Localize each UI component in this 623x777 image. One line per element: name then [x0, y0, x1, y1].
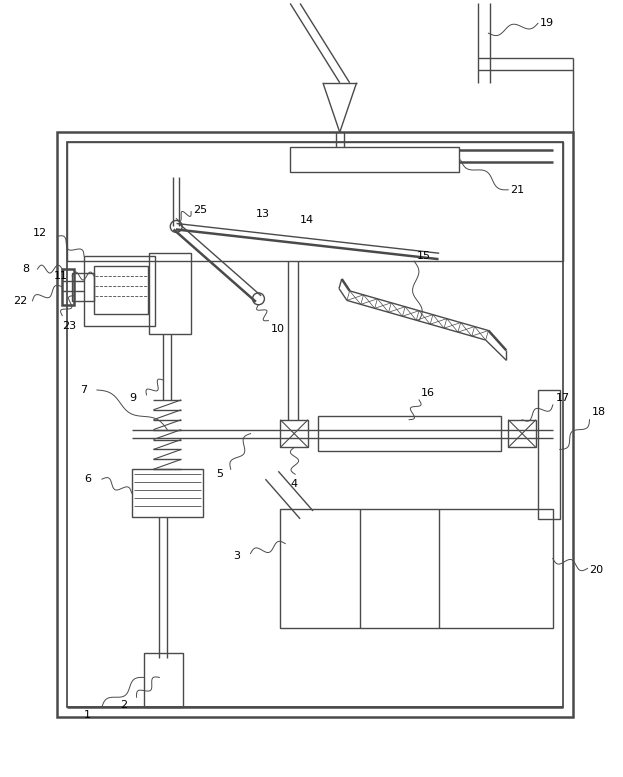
- Text: 11: 11: [54, 271, 69, 281]
- Bar: [280, 509, 553, 628]
- Bar: [280, 420, 308, 448]
- Text: 21: 21: [510, 185, 525, 195]
- Text: 15: 15: [417, 251, 431, 261]
- Text: 2: 2: [120, 700, 127, 710]
- Text: 23: 23: [62, 321, 77, 330]
- Bar: [318, 416, 502, 451]
- Text: 18: 18: [591, 407, 606, 416]
- Text: 1: 1: [84, 710, 91, 720]
- Text: 6: 6: [84, 474, 91, 484]
- Bar: [84, 256, 155, 326]
- Bar: [62, 269, 74, 305]
- Text: 14: 14: [300, 214, 314, 225]
- Bar: [150, 253, 191, 334]
- Text: 22: 22: [12, 296, 27, 306]
- Text: 10: 10: [270, 323, 284, 333]
- Circle shape: [252, 293, 264, 305]
- Text: 13: 13: [255, 208, 270, 218]
- Bar: [143, 653, 183, 707]
- Text: 12: 12: [32, 228, 47, 239]
- Text: 5: 5: [216, 469, 223, 479]
- Text: 8: 8: [22, 264, 30, 274]
- Text: 25: 25: [193, 204, 207, 214]
- Text: 19: 19: [540, 19, 554, 28]
- Bar: [57, 132, 573, 717]
- Bar: [538, 390, 560, 519]
- Text: 3: 3: [233, 552, 240, 562]
- Text: 17: 17: [556, 393, 570, 403]
- Bar: [67, 142, 563, 261]
- Bar: [290, 147, 459, 172]
- Bar: [94, 266, 148, 314]
- Bar: [131, 469, 203, 517]
- Bar: [67, 142, 563, 707]
- Text: 20: 20: [589, 566, 604, 575]
- Text: 16: 16: [421, 388, 435, 398]
- Circle shape: [170, 221, 182, 232]
- Text: 9: 9: [130, 393, 137, 403]
- Bar: [508, 420, 536, 448]
- Bar: [72, 273, 94, 301]
- Text: 4: 4: [290, 479, 297, 490]
- Text: 7: 7: [80, 385, 87, 395]
